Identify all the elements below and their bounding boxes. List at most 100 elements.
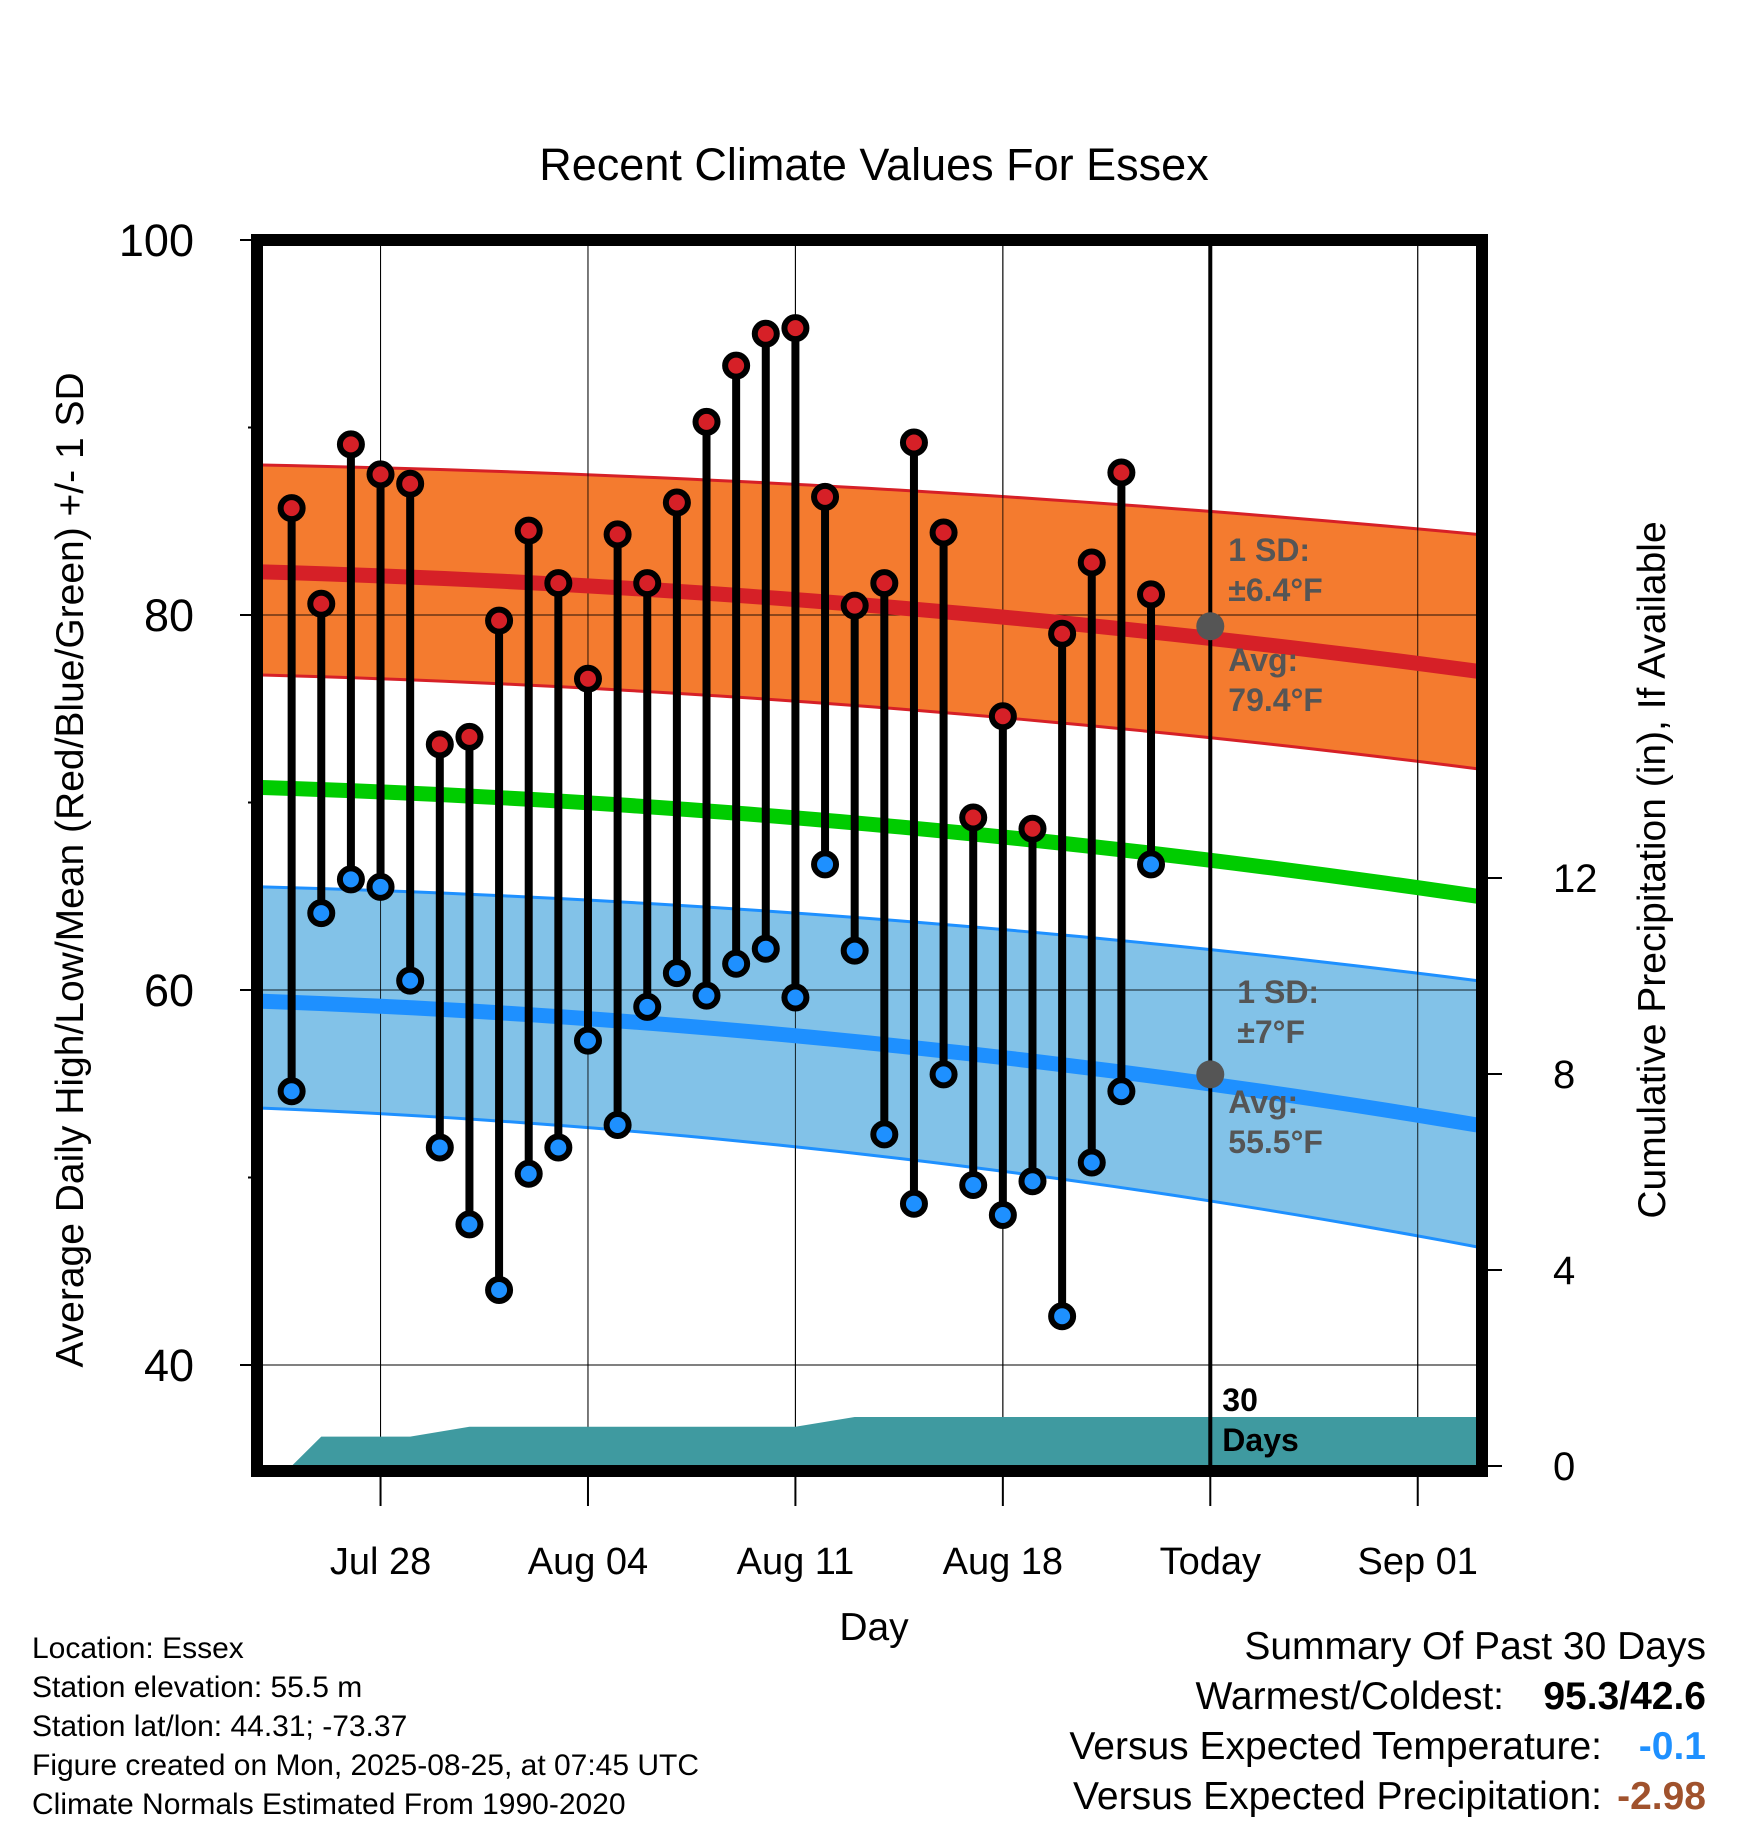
daily-high-point (1018, 814, 1047, 843)
summary-panel: Summary Of Past 30 Days Warmest/Coldest:… (1069, 1622, 1706, 1822)
y-axis-label: Average Daily High/Low/Mean (Red/Blue/Gr… (49, 372, 92, 1367)
cumulative-precip-area (291, 1417, 1477, 1466)
x-tick-label: Aug 18 (943, 1541, 1063, 1583)
daily-low-point (870, 1120, 899, 1149)
daily-low-point (336, 865, 365, 894)
daily-high-point (1107, 458, 1136, 487)
daily-high-point (988, 702, 1017, 731)
station-info: Location: Essex Station elevation: 55.5 … (32, 1629, 699, 1824)
daily-low-point (485, 1276, 514, 1304)
daily-low-point (692, 981, 721, 1010)
normal-mean-line (262, 780, 1477, 904)
high-avg-marker (1196, 612, 1225, 641)
created-text: Figure created on Mon, 2025-08-25, at 07… (32, 1749, 700, 1782)
daily-low-point (1077, 1148, 1106, 1177)
daily-high-point (277, 494, 306, 523)
daily-low-point (840, 936, 869, 965)
daily-low-point (633, 992, 662, 1021)
daily-high-point (425, 730, 454, 759)
elevation-text: Station elevation: 55.5 m (32, 1671, 363, 1704)
daily-low-point (1137, 850, 1166, 879)
y2-tick-label: 4 (1553, 1249, 1575, 1293)
daily-low-point (544, 1133, 573, 1162)
normal-high-line (262, 564, 1477, 679)
low-sd-band (262, 886, 1477, 1247)
x-tick-label: Jul 28 (330, 1541, 431, 1583)
daily-high-point (544, 569, 573, 598)
daily-high-point (811, 482, 840, 511)
low-avg-annotation: Avg: 55.5°F (1228, 1084, 1323, 1160)
daily-high-point (485, 606, 514, 635)
temp-versus-label: Versus Expected Temperature: (1069, 1725, 1602, 1768)
high-avg-annotation: Avg: 79.4°F (1228, 642, 1323, 718)
latlon-text: Station lat/lon: 44.31; -73.37 (32, 1710, 408, 1743)
daily-low-point (722, 949, 751, 978)
daily-low-point (662, 959, 691, 988)
x-tick-label: Today (1160, 1541, 1261, 1583)
daily-low-point (603, 1111, 632, 1139)
y-tick-label: 100 (119, 215, 194, 266)
summary-heading: Summary Of Past 30 Days (1244, 1625, 1706, 1668)
normal-low-line (262, 993, 1477, 1133)
y2-tick-label: 12 (1553, 857, 1598, 901)
daily-high-point (1137, 580, 1166, 609)
daily-low-point (573, 1026, 602, 1055)
warmest-coldest-value: 95.3/42.6 (1543, 1675, 1706, 1718)
daily-low-point (988, 1201, 1017, 1229)
daily-low-point (1018, 1167, 1047, 1196)
daily-high-point (603, 520, 632, 549)
x-tick-label: Sep 01 (1358, 1541, 1478, 1583)
daily-high-point (722, 351, 751, 380)
high-sd-upper-line (262, 463, 1477, 536)
low-sd-upper-line (262, 885, 1477, 983)
y-tick-label: 40 (144, 1340, 194, 1391)
high-sd-lower-line (262, 673, 1477, 771)
daily-high-point (1077, 548, 1106, 577)
y2-tick-label: 0 (1553, 1445, 1575, 1489)
daily-high-point (692, 407, 721, 436)
temp-versus-value: -0.1 (1638, 1725, 1706, 1768)
plot-frame (251, 234, 1488, 1477)
daily-high-point (307, 589, 336, 618)
precip-versus-value: -2.98 (1617, 1775, 1706, 1818)
low-avg-marker (1196, 1060, 1225, 1089)
y-tick-label: 60 (144, 965, 194, 1016)
daily-low-point (307, 899, 336, 928)
daily-low-point (514, 1159, 543, 1188)
daily-high-point (633, 569, 662, 598)
daily-high-point (870, 569, 899, 598)
daily-low-point (1107, 1077, 1136, 1106)
normals-text: Climate Normals Estimated From 1990-2020 (32, 1788, 626, 1821)
daily-low-point (455, 1210, 484, 1239)
daily-high-point (366, 460, 395, 489)
daily-high-point (959, 803, 988, 832)
daily-high-point (1048, 619, 1077, 648)
low-sd-annotation: 1 SD: ±7°F (1237, 974, 1319, 1050)
daily-high-point (573, 664, 602, 693)
high-sd-band (262, 465, 1477, 769)
y-tick-label: 80 (144, 590, 194, 641)
daily-low-point (959, 1171, 988, 1199)
daily-high-point (396, 469, 425, 498)
low-sd-lower-line (262, 1106, 1477, 1249)
daily-low-point (277, 1077, 306, 1106)
daily-high-point (929, 518, 958, 547)
daily-high-point (336, 430, 365, 459)
daily-high-point (781, 314, 810, 343)
daily-low-point (811, 850, 840, 879)
location-text: Location: Essex (32, 1632, 244, 1665)
daily-high-point (840, 591, 869, 620)
daily-low-point (396, 966, 425, 995)
y2-tick-label: 8 (1553, 1053, 1575, 1097)
daily-low-point (899, 1189, 928, 1218)
x-axis-label: Day (839, 1606, 909, 1649)
x-tick-label: Aug 11 (737, 1541, 855, 1583)
daily-low-point (366, 872, 395, 901)
daily-low-point (425, 1133, 454, 1162)
plot-inner: 1 SD: ±6.4°F Avg: 79.4°F 1 SD: ±7°F Avg: 55.5°F… (262, 245, 1477, 1466)
high-sd-annotation: 1 SD: ±6.4°F (1228, 532, 1322, 608)
y2-axis-label: Cumulative Precipitation (in), If Availa… (1631, 521, 1674, 1218)
precip-versus-label: Versus Expected Precipitation: (1073, 1775, 1602, 1818)
